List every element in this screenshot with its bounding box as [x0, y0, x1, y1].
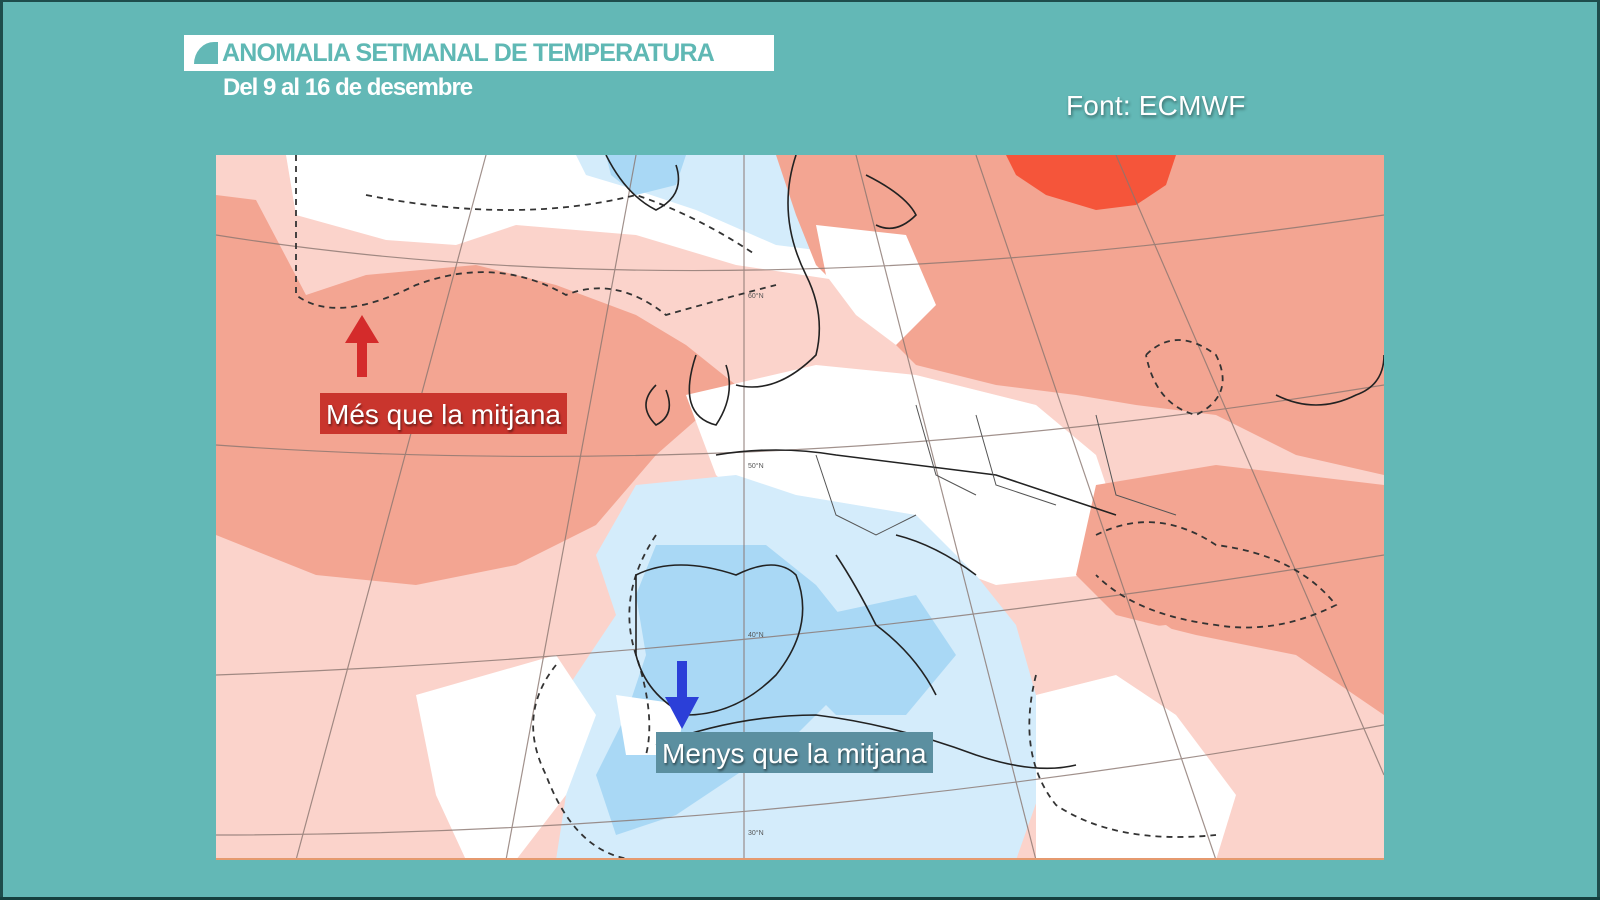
warm-zone-east: [776, 155, 1384, 475]
svg-text:40°N: 40°N: [748, 631, 764, 639]
warm-anomaly-text: Més que la mitjana: [326, 398, 562, 430]
coastlines: [605, 155, 1384, 770]
warm-zone-atlantic: [216, 195, 736, 585]
arrow-up-icon: [345, 315, 379, 377]
page-title: ANOMALIA SETMANAL DE TEMPERATURA: [222, 38, 715, 67]
date-range: Del 9 al 16 de desembre: [223, 74, 473, 101]
neutral-zone-central: [686, 365, 1116, 585]
arrow-down-icon: [665, 661, 699, 729]
source-credit: Font: ECMWF: [1066, 90, 1246, 121]
svg-text:60°N: 60°N: [748, 292, 764, 300]
map-bottom-line: [216, 858, 1384, 860]
warm-anomaly-label: Més que la mitjana: [320, 393, 568, 434]
frame-edge-right: [1597, 0, 1600, 900]
cold-anomaly-text: Menys que la mitjana: [662, 737, 927, 769]
svg-text:30°N: 30°N: [748, 829, 764, 837]
title-tab-icon: [194, 42, 218, 64]
frame-edge-top: [0, 0, 1600, 2]
svg-text:50°N: 50°N: [748, 462, 764, 470]
cold-anomaly-label: Menys que la mitjana: [656, 732, 933, 773]
frame-edge-bottom: [0, 897, 1600, 900]
title-bar: ANOMALIA SETMANAL DE TEMPERATURA: [184, 35, 774, 71]
latitude-labels: 60°N 50°N 40°N 30°N: [748, 292, 764, 837]
country-borders: [815, 404, 1177, 536]
frame-edge-left: [0, 0, 3, 900]
